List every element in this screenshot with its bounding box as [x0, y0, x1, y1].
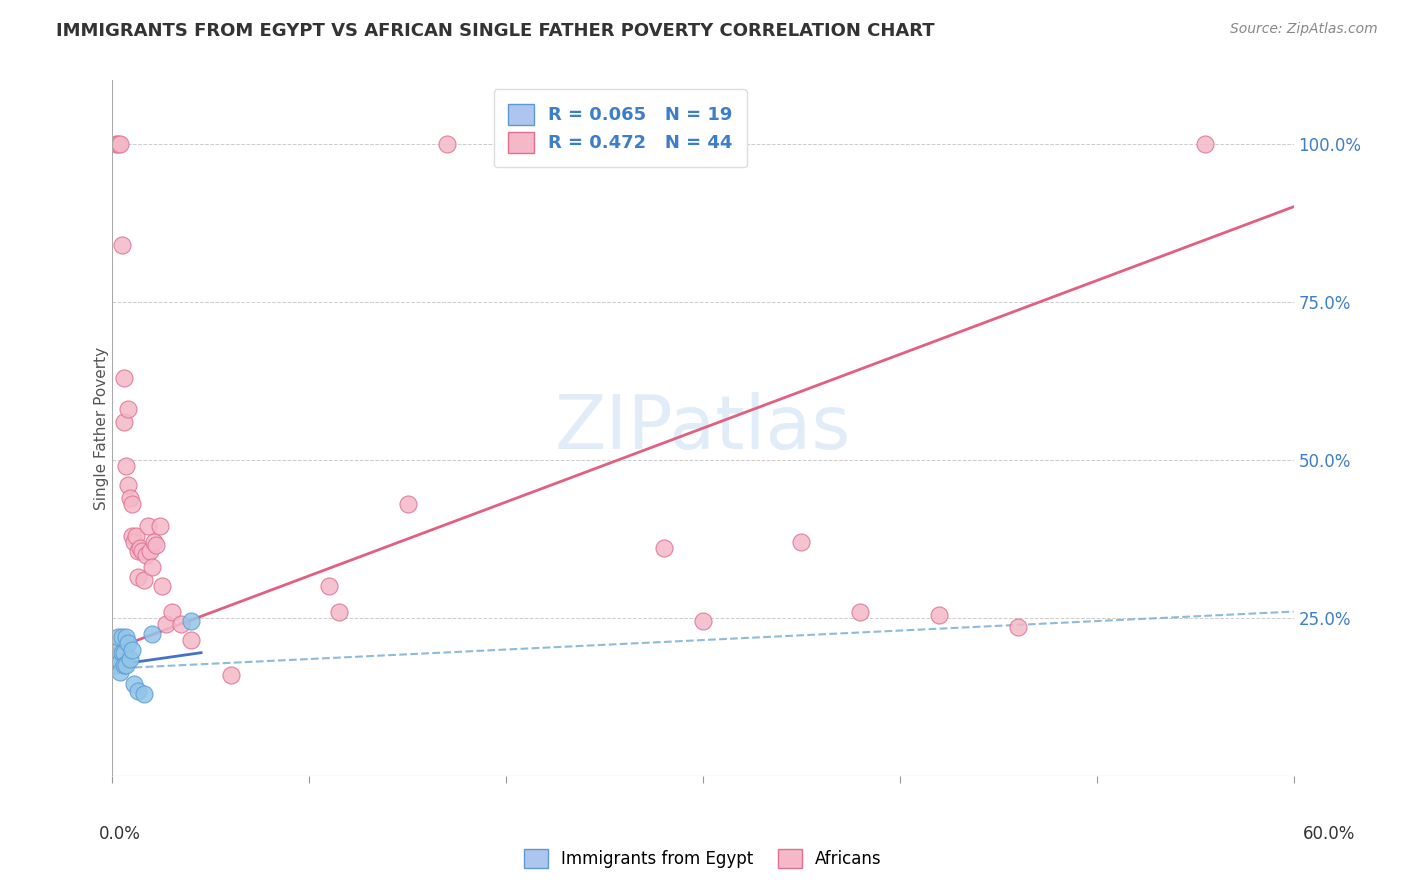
- Point: [149, 519, 172, 533]
- Point: [132, 573, 155, 587]
- Point: [139, 544, 162, 558]
- Point: [318, 579, 340, 593]
- Point: [117, 402, 139, 417]
- Point: [129, 541, 152, 556]
- Point: [180, 614, 202, 628]
- Point: [105, 136, 128, 151]
- Point: [112, 415, 135, 429]
- Point: [121, 642, 143, 657]
- Point: [132, 687, 155, 701]
- Point: [115, 658, 138, 673]
- Point: [692, 614, 714, 628]
- Text: IMMIGRANTS FROM EGYPT VS AFRICAN SINGLE FATHER POVERTY CORRELATION CHART: IMMIGRANTS FROM EGYPT VS AFRICAN SINGLE …: [56, 22, 935, 40]
- Point: [142, 535, 165, 549]
- Point: [928, 607, 950, 622]
- Point: [127, 683, 149, 698]
- Point: [160, 605, 183, 619]
- Point: [1007, 620, 1029, 634]
- Point: [112, 370, 135, 384]
- Point: [219, 668, 242, 682]
- Point: [111, 237, 134, 252]
- Point: [110, 136, 132, 151]
- Point: [328, 605, 350, 619]
- Point: [131, 544, 153, 558]
- Point: [141, 626, 163, 640]
- Point: [111, 646, 134, 660]
- Point: [107, 630, 129, 644]
- Point: [145, 538, 167, 552]
- Point: [127, 544, 149, 558]
- Point: [110, 665, 132, 679]
- Point: [110, 655, 132, 669]
- Text: ZIPatlas: ZIPatlas: [555, 392, 851, 465]
- Y-axis label: Single Father Poverty: Single Father Poverty: [94, 347, 108, 509]
- Point: [112, 658, 135, 673]
- Point: [107, 642, 129, 657]
- Point: [107, 136, 129, 151]
- Point: [849, 605, 872, 619]
- Point: [150, 579, 173, 593]
- Legend: R = 0.065   N = 19, R = 0.472   N = 44: R = 0.065 N = 19, R = 0.472 N = 44: [494, 89, 747, 167]
- Point: [122, 535, 145, 549]
- Point: [120, 652, 142, 666]
- Point: [115, 630, 138, 644]
- Point: [136, 519, 159, 533]
- Point: [436, 136, 458, 151]
- Point: [155, 617, 177, 632]
- Point: [141, 560, 163, 574]
- Point: [120, 491, 142, 505]
- Point: [112, 646, 135, 660]
- Point: [135, 548, 157, 562]
- Point: [117, 478, 139, 492]
- Text: Source: ZipAtlas.com: Source: ZipAtlas.com: [1230, 22, 1378, 37]
- Point: [127, 570, 149, 584]
- Point: [495, 136, 517, 151]
- Point: [111, 630, 134, 644]
- Point: [180, 633, 202, 648]
- Point: [121, 529, 143, 543]
- Point: [652, 541, 675, 556]
- Text: 0.0%: 0.0%: [98, 825, 141, 843]
- Point: [121, 497, 143, 511]
- Text: 60.0%: 60.0%: [1302, 825, 1355, 843]
- Point: [125, 529, 148, 543]
- Legend: Immigrants from Egypt, Africans: Immigrants from Egypt, Africans: [517, 842, 889, 875]
- Point: [117, 636, 139, 650]
- Point: [170, 617, 193, 632]
- Point: [105, 658, 128, 673]
- Point: [115, 459, 138, 474]
- Point: [122, 677, 145, 691]
- Point: [790, 535, 813, 549]
- Point: [1194, 136, 1216, 151]
- Point: [396, 497, 419, 511]
